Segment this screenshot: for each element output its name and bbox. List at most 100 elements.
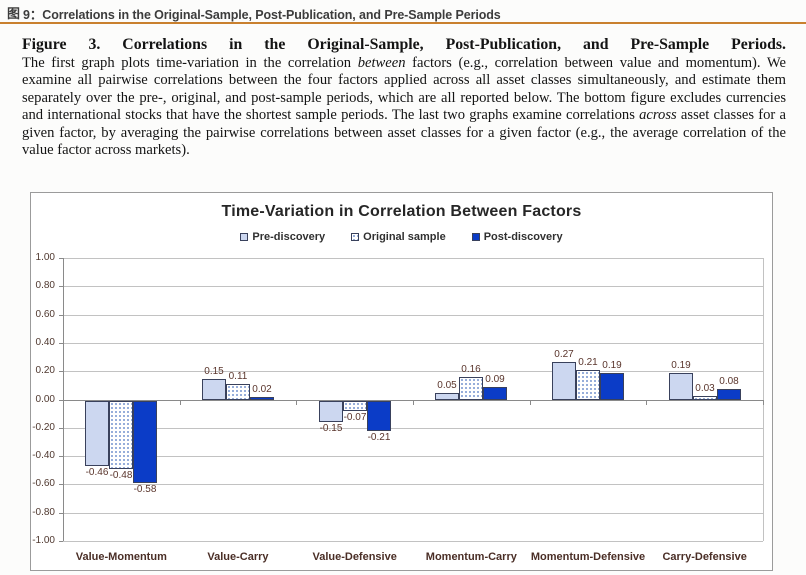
y-axis-tick xyxy=(59,314,63,316)
bar-post-discovery xyxy=(717,388,741,400)
bar-post-discovery xyxy=(367,400,391,431)
legend-marker-icon xyxy=(471,233,480,241)
legend-marker-icon xyxy=(351,233,360,241)
y-axis-tick-label: -0.20 xyxy=(32,421,55,433)
figure-icon: 图 xyxy=(7,6,21,21)
y-axis-tick-label: -1.00 xyxy=(32,535,55,546)
category-label: Value-Momentum xyxy=(75,551,167,563)
bar-value-label: -0.15 xyxy=(319,422,343,434)
gridline xyxy=(63,484,763,486)
bar-original-sample xyxy=(226,383,250,400)
y-axis-tick xyxy=(59,286,63,288)
bar-value-label: -0.21 xyxy=(367,431,391,443)
bar-original-sample xyxy=(459,376,483,400)
bar-value-label: 0.21 xyxy=(578,356,598,368)
y-axis-tick xyxy=(59,541,63,542)
legend-label: Original sample xyxy=(363,231,446,243)
y-axis-tick xyxy=(59,399,63,401)
gridline xyxy=(63,541,763,542)
bar-value-label: -0.46 xyxy=(85,466,109,478)
legend-item-post-discovery: Post-discovery xyxy=(471,231,563,243)
bar-post-discovery xyxy=(250,396,274,400)
gridline xyxy=(63,512,763,514)
legend-item-pre-discovery: Pre-discovery xyxy=(240,231,325,243)
y-axis-tick-label: -0.40 xyxy=(32,450,55,462)
category-label: Value-Defensive xyxy=(312,551,397,563)
y-axis-tick xyxy=(59,427,63,429)
bar-post-discovery xyxy=(600,372,624,400)
y-axis-tick-label: -0.80 xyxy=(32,506,55,518)
figure-caption: Figure 3. Correlations in the Original-S… xyxy=(22,36,786,160)
gridline xyxy=(63,371,763,373)
bar-original-sample xyxy=(576,369,600,400)
bar-value-label: 0.05 xyxy=(437,379,457,391)
bar-pre-discovery xyxy=(85,400,109,466)
figure-header-title: 9：Correlations in the Original-Sample, P… xyxy=(23,8,501,22)
y-axis-tick-label: 1.00 xyxy=(35,252,55,263)
legend-label: Post-discovery xyxy=(483,231,563,243)
y-axis-tick-label: 0.00 xyxy=(35,393,55,405)
bar-pre-discovery xyxy=(669,372,693,400)
bar-value-label: 0.16 xyxy=(461,363,481,375)
gridline xyxy=(63,258,763,259)
header-divider xyxy=(0,22,806,24)
y-axis-tick-label: -0.60 xyxy=(32,478,55,490)
bar-pre-discovery xyxy=(202,378,226,400)
caption-italic-across: across xyxy=(639,107,677,124)
bar-pre-discovery xyxy=(552,361,576,400)
bar-original-sample xyxy=(109,400,133,469)
x-axis-tick xyxy=(646,399,648,405)
x-axis-tick xyxy=(63,399,64,405)
y-axis-tick xyxy=(59,484,63,486)
bar-pre-discovery xyxy=(319,400,343,422)
bar-post-discovery xyxy=(133,400,157,483)
chart-title: Time-Variation in Correlation Between Fa… xyxy=(221,203,582,220)
y-axis-tick-label: 0.60 xyxy=(35,308,55,320)
x-axis-tick xyxy=(529,399,531,405)
bar-value-label: 0.08 xyxy=(719,375,739,387)
bar-value-label: 0.11 xyxy=(228,370,248,382)
bar-value-label: 0.19 xyxy=(602,359,622,371)
bar-value-label: 0.09 xyxy=(485,373,505,385)
caption-text-1: The first graph plots time-variation in … xyxy=(22,54,358,71)
plot-area: 1.00 0.80 0.60 0.40 0.20 0.00 -0.20 -0.40 -0.60 -… xyxy=(31,193,772,570)
legend-item-original-sample: Original sample xyxy=(351,231,446,243)
figure-header: 图 9：Correlations in the Original-Sample,… xyxy=(7,4,501,23)
category-label: Momentum-Carry xyxy=(425,551,517,563)
gridline xyxy=(63,342,763,344)
caption-heading: Figure 3. Correlations in the Original-S… xyxy=(22,36,786,53)
y-axis-tick-label: 0.20 xyxy=(35,365,55,377)
gridline xyxy=(63,456,763,458)
chart-legend: Pre-discovery Original sample Post-discove… xyxy=(31,230,772,244)
y-axis-tick xyxy=(59,456,63,458)
bar-original-sample xyxy=(693,395,717,400)
y-axis-tick-label: 0.40 xyxy=(35,336,55,348)
y-axis-tick xyxy=(59,342,63,344)
x-axis-tick xyxy=(763,399,764,405)
x-axis-tick xyxy=(179,399,181,405)
bar-value-label: 0.15 xyxy=(204,365,224,377)
bar-value-label: -0.07 xyxy=(343,411,367,423)
gridline xyxy=(63,427,763,429)
legend-label: Pre-discovery xyxy=(252,231,326,243)
legend-marker-icon xyxy=(240,233,249,241)
bar-pre-discovery xyxy=(435,392,459,400)
caption-italic-between: between xyxy=(357,54,406,71)
caption-text-3: asset classes for a given factor, by ave… xyxy=(22,107,786,159)
bar-value-label: 0.02 xyxy=(252,383,272,395)
x-axis-tick xyxy=(296,399,298,405)
bar-value-label: -0.48 xyxy=(109,469,133,481)
bar-value-label: 0.19 xyxy=(671,359,691,371)
chart: Time-Variation in Correlation Between Fa… xyxy=(30,192,773,571)
bar-post-discovery xyxy=(483,386,507,400)
category-label: Momentum-Defensive xyxy=(530,551,646,563)
bar-value-label: -0.58 xyxy=(133,483,157,495)
x-axis-tick xyxy=(413,399,414,405)
bar-value-label: 0.03 xyxy=(695,382,715,394)
bar-original-sample xyxy=(343,400,367,411)
y-axis-tick xyxy=(59,512,63,514)
y-axis-tick-label: 0.80 xyxy=(35,280,55,292)
category-label: Value-Carry xyxy=(207,551,269,563)
bar-value-label: 0.27 xyxy=(554,348,574,360)
